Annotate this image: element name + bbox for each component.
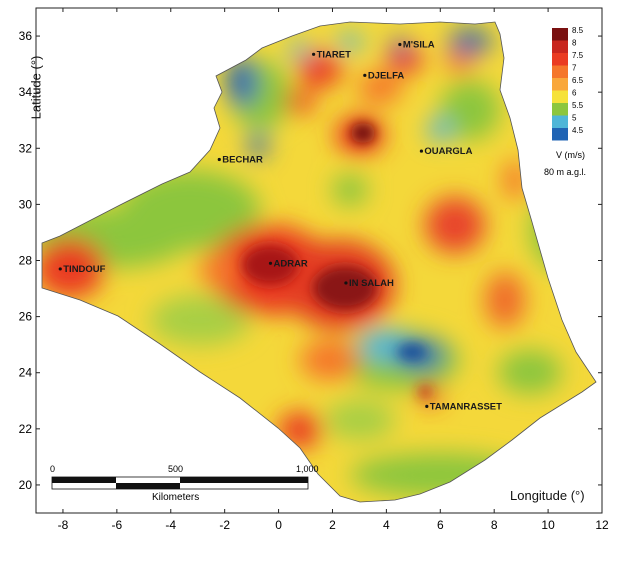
- scale-label-500: 500: [168, 464, 183, 474]
- city-label: TAMANRASSET: [430, 401, 502, 412]
- legend-swatch: [552, 128, 568, 141]
- legend-subtitle: 80 m a.g.l.: [544, 167, 586, 177]
- legend-class-label: 6: [572, 89, 577, 98]
- x-tick-label: -4: [165, 518, 176, 532]
- y-tick-label: 30: [19, 197, 33, 211]
- city-marker: [217, 157, 221, 162]
- y-tick-label: 24: [19, 366, 33, 380]
- y-tick-label: 34: [19, 85, 33, 99]
- y-tick-label: 20: [19, 478, 33, 492]
- y-tick-label: 26: [19, 310, 33, 324]
- legend-class-label: 5.5: [572, 101, 584, 110]
- city-marker: [58, 267, 62, 271]
- y-tick-label: 22: [19, 422, 33, 436]
- x-tick-label: 10: [541, 518, 555, 532]
- x-tick-label: 12: [595, 518, 609, 532]
- city-label: IN SALAH: [349, 278, 394, 289]
- legend-class-label: 7: [572, 64, 577, 73]
- x-axis-label: Longitude (°): [510, 488, 585, 503]
- x-tick-label: 0: [275, 518, 282, 532]
- x-tick-label: -6: [112, 518, 123, 532]
- city-label: BECHAR: [222, 155, 263, 166]
- legend-class-label: 8: [572, 39, 577, 48]
- x-tick-label: -2: [219, 518, 230, 532]
- legend-swatch: [552, 90, 568, 103]
- x-tick-label: 6: [437, 518, 444, 532]
- legend-swatch: [552, 53, 568, 66]
- legend-swatch: [552, 115, 568, 128]
- scale-unit-label: Kilometers: [152, 492, 199, 503]
- x-tick-label: 8: [491, 518, 498, 532]
- city-labels: TIARET M'SILA DJELFA BECHAR OUARGLA TINDOUF AD…: [58, 39, 502, 412]
- x-tick-label: -8: [58, 518, 69, 532]
- legend-swatch: [552, 65, 568, 78]
- x-tick-label: 2: [329, 518, 336, 532]
- scale-bar-segment: [116, 483, 180, 489]
- city-label: TIARET: [317, 49, 352, 60]
- scale-label-1000: 1,000: [296, 464, 319, 474]
- city-label: ADRAR: [273, 258, 307, 269]
- city-marker: [312, 52, 316, 56]
- city-marker: [363, 73, 367, 77]
- x-tick-label: 4: [383, 518, 390, 532]
- city-marker: [419, 149, 424, 153]
- y-axis-label: Latitude (°): [28, 55, 44, 120]
- scale-label-0: 0: [50, 464, 55, 474]
- city-marker: [268, 261, 273, 265]
- legend-title: V (m/s): [556, 150, 585, 160]
- legend: V (m/s) 80 m a.g.l. 8.5 8 7.5 7 6.5 6 5.5 5 4.5: [544, 26, 586, 177]
- city-label: OUARGLA: [424, 146, 472, 157]
- legend-class-label: 4.5: [572, 126, 584, 135]
- city-label: TINDOUF: [63, 264, 105, 275]
- city-marker: [425, 404, 429, 408]
- scale-bar: 0 500 1,000 Kilometers: [50, 464, 319, 503]
- city-marker: [398, 42, 402, 47]
- y-tick-label: 36: [19, 29, 33, 43]
- legend-swatch: [552, 78, 568, 91]
- y-tick-label: 28: [19, 254, 33, 268]
- legend-class-label: 8.5: [572, 26, 584, 35]
- legend-class-label: 7.5: [572, 51, 584, 60]
- legend-swatch: [552, 28, 568, 41]
- city-label: DJELFA: [368, 70, 405, 81]
- legend-swatch: [552, 103, 568, 116]
- legend-class-label: 5: [572, 114, 577, 123]
- city-marker: [344, 281, 348, 285]
- scale-bar-outline: [51, 476, 309, 490]
- y-tick-label: 32: [19, 141, 33, 155]
- scale-bar-segment: [180, 477, 308, 483]
- legend-class-label: 6.5: [572, 76, 584, 85]
- city-label: M'SILA: [403, 39, 435, 50]
- legend-swatch: [552, 40, 568, 53]
- scale-bar-segment: [52, 477, 116, 483]
- country-border: [41, 21, 597, 503]
